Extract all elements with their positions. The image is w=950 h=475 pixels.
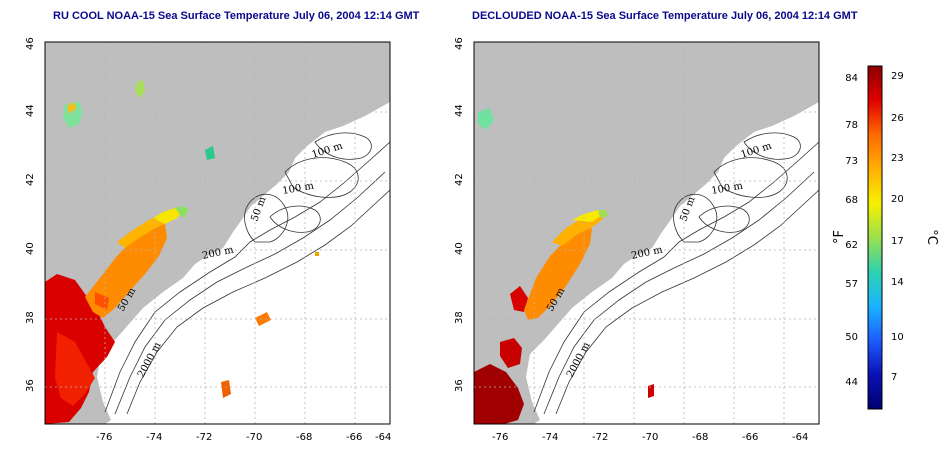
x-tick-label: -76: [492, 432, 508, 443]
colorbar-celsius-ticks: 29 26 23 20 17 14 10 7: [891, 71, 904, 383]
colorbar-gradient: [867, 65, 883, 410]
fahrenheit-tick: 78: [845, 120, 858, 131]
y-tick-label: 36: [454, 379, 465, 392]
celsius-tick: 7: [891, 372, 897, 383]
x-tick-label: -66: [742, 432, 758, 443]
left-x-axis: -76 -74 -72 -70 -68 -66 -64: [96, 432, 391, 443]
right-panel-title: DECLOUDED NOAA-15 Sea Surface Temperatur…: [472, 10, 858, 22]
x-tick-label: -68: [692, 432, 708, 443]
right-sst-patches: [474, 108, 654, 424]
y-tick-label: 44: [25, 104, 36, 117]
y-tick-label: 46: [454, 37, 465, 50]
fahrenheit-tick: 68: [845, 195, 858, 206]
right-map-panel: 100 m 100 m 50 m 200 m 50 m 2000 m -76 -…: [454, 37, 820, 443]
x-tick-label: -64: [792, 432, 808, 443]
y-tick-label: 42: [454, 173, 465, 186]
x-tick-label: -74: [146, 432, 162, 443]
x-tick-label: -74: [542, 432, 558, 443]
celsius-tick: 17: [891, 236, 904, 247]
x-tick-label: -70: [246, 432, 262, 443]
left-panel-title: RU COOL NOAA-15 Sea Surface Temperature …: [53, 10, 420, 22]
fahrenheit-tick: 50: [845, 332, 858, 343]
colorbar-fahrenheit-ticks: 84 78 73 68 62 57 50 44: [845, 73, 858, 388]
right-x-axis: -76 -74 -72 -70 -68 -66 -64: [492, 432, 808, 443]
celsius-tick: 10: [891, 332, 904, 343]
y-tick-label: 46: [25, 37, 36, 50]
right-y-axis: 36 38 40 42 44 46: [454, 37, 465, 392]
y-tick-label: 40: [454, 242, 465, 255]
left-map-panel: 100 m 100 m 50 m 200 m 50 m 2000 m -76 -…: [25, 37, 391, 443]
left-y-axis: 36 38 40 42 44 46: [25, 37, 36, 392]
y-tick-label: 44: [454, 104, 465, 117]
fahrenheit-tick: 62: [845, 240, 858, 251]
left-map-frame: [44, 41, 391, 425]
celsius-tick: 14: [891, 277, 904, 288]
y-tick-label: 38: [454, 311, 465, 324]
celsius-tick: 26: [891, 113, 904, 124]
x-tick-label: -76: [96, 432, 112, 443]
celsius-tick: 29: [891, 71, 904, 82]
left-sst-patches: [45, 80, 319, 424]
fahrenheit-tick: 57: [845, 279, 858, 290]
x-tick-label: -70: [642, 432, 658, 443]
y-tick-label: 36: [25, 379, 36, 392]
right-map-frame: [473, 41, 820, 425]
y-tick-label: 38: [25, 311, 36, 324]
x-tick-label: -68: [296, 432, 312, 443]
fahrenheit-unit-label: °F: [832, 230, 847, 244]
fahrenheit-tick: 84: [845, 73, 858, 84]
celsius-unit-label: °C: [924, 229, 939, 245]
x-tick-label: -66: [346, 432, 362, 443]
fahrenheit-tick: 44: [845, 377, 858, 388]
celsius-tick: 20: [891, 194, 904, 205]
celsius-tick: 23: [891, 153, 904, 164]
x-tick-label: -72: [592, 432, 608, 443]
colorbar: 84 78 73 68 62 57 50 44 29 26 23 20 17 1…: [832, 65, 939, 410]
y-tick-label: 42: [25, 173, 36, 186]
x-tick-label: -64: [375, 432, 391, 443]
y-tick-label: 40: [25, 242, 36, 255]
x-tick-label: -72: [196, 432, 212, 443]
fahrenheit-tick: 73: [845, 156, 858, 167]
